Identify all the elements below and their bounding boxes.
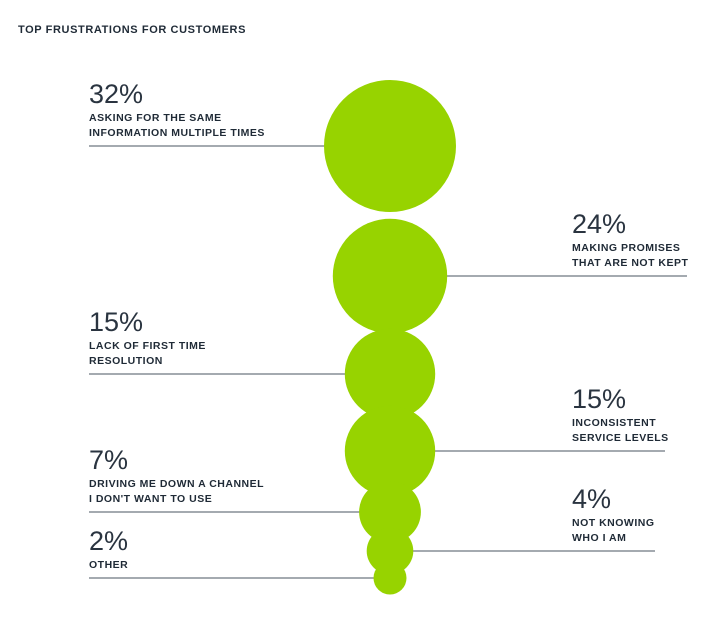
category-label-line: DRIVING ME DOWN A CHANNEL xyxy=(89,478,265,490)
value-label: 7% xyxy=(89,445,129,475)
category-label-line: WHO I AM xyxy=(572,532,627,544)
category-label: NOT KNOWING WHO I AM xyxy=(572,516,655,546)
category-label-line: THAT ARE NOT KEPT xyxy=(572,257,689,269)
value-label: 4% xyxy=(572,484,612,514)
category-label-line: OTHER xyxy=(89,559,129,571)
category-label-line: LACK OF FIRST TIME xyxy=(89,340,206,352)
bubble xyxy=(324,80,456,212)
category-label: ASKING FOR THE SAME INFORMATION MULTIPLE … xyxy=(89,111,265,141)
value-label: 15% xyxy=(89,307,144,337)
bubble xyxy=(344,405,436,497)
category-label-line: MAKING PROMISES xyxy=(572,242,681,254)
category-label-line: I DON'T WANT TO USE xyxy=(89,493,213,505)
value-label: 15% xyxy=(572,384,627,414)
category-label-line: INCONSISTENT xyxy=(572,417,657,429)
category-label: LACK OF FIRST TIME RESOLUTION xyxy=(89,339,206,369)
bubble xyxy=(373,561,407,595)
bubble xyxy=(366,527,414,575)
category-label: INCONSISTENT SERVICE LEVELS xyxy=(572,416,669,446)
value-label: 24% xyxy=(572,209,627,239)
category-label: OTHER xyxy=(89,558,128,573)
chart-title: TOP FRUSTRATIONS FOR CUSTOMERS xyxy=(18,24,247,36)
value-label: 32% xyxy=(89,79,144,109)
category-label: DRIVING ME DOWN A CHANNEL I DON'T WANT TO… xyxy=(89,477,264,507)
bubble xyxy=(359,481,421,543)
category-label-line: NOT KNOWING xyxy=(572,517,655,529)
value-label: 2% xyxy=(89,526,129,556)
category-label: MAKING PROMISES THAT ARE NOT KEPT xyxy=(572,241,688,271)
category-label-line: SERVICE LEVELS xyxy=(572,432,669,444)
bubble xyxy=(344,328,436,420)
category-label-line: ASKING FOR THE SAME xyxy=(89,112,222,124)
bubble xyxy=(332,218,448,334)
category-label-line: RESOLUTION xyxy=(89,355,163,367)
category-label-line: INFORMATION MULTIPLE TIMES xyxy=(89,127,265,139)
